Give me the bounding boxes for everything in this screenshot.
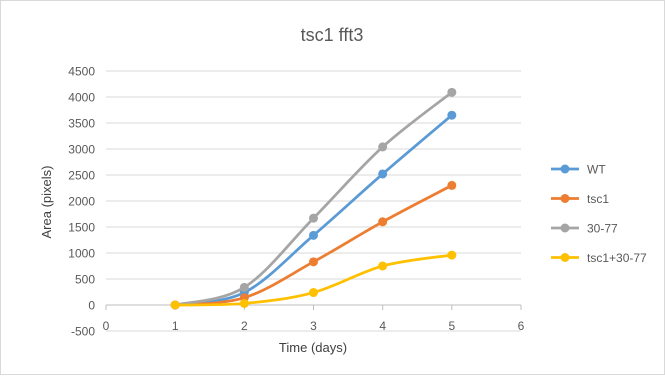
legend-label: WT bbox=[587, 163, 606, 177]
data-point bbox=[239, 282, 249, 292]
x-tick-label: 2 bbox=[241, 319, 248, 333]
data-point bbox=[309, 230, 318, 240]
x-tick-label: 0 bbox=[103, 319, 110, 333]
legend: WT tsc1 30-77 tsc1+30-77 bbox=[551, 163, 647, 265]
data-point bbox=[447, 180, 457, 190]
data-point bbox=[378, 169, 388, 179]
series-line bbox=[174, 114, 453, 307]
x-tick-label: 5 bbox=[448, 319, 455, 333]
data-point bbox=[170, 300, 180, 310]
y-tick-label: 2500 bbox=[68, 169, 95, 183]
legend-label: tsc1+30-77 bbox=[587, 251, 647, 265]
chart-title: tsc1 fft3 bbox=[301, 25, 364, 45]
y-tick-label: 1000 bbox=[68, 247, 95, 261]
series-line bbox=[174, 91, 453, 307]
legend-marker bbox=[560, 223, 570, 233]
data-point bbox=[447, 87, 457, 97]
x-tick-labels: 0 1 2 3 4 5 6 bbox=[103, 319, 525, 333]
y-tick-label: 3000 bbox=[68, 143, 95, 157]
y-tick-label: 500 bbox=[75, 273, 95, 287]
legend-marker bbox=[560, 194, 570, 203]
x-tick-label: 6 bbox=[518, 319, 525, 333]
y-tick-label: 3500 bbox=[68, 117, 95, 131]
series-wt bbox=[170, 110, 457, 310]
x-tick-label: 1 bbox=[172, 319, 179, 333]
y-tick-label: 1500 bbox=[68, 221, 95, 235]
x-axis-label: Time (days) bbox=[279, 340, 347, 355]
data-point bbox=[378, 261, 388, 271]
y-tick-labels: 4500 4000 3500 3000 2500 2000 1500 1000 500 0 -500 bbox=[68, 65, 95, 339]
y-tick-label: 4000 bbox=[68, 91, 95, 105]
legend-label: tsc1 bbox=[587, 192, 609, 206]
legend-item-30-77: 30-77 bbox=[551, 222, 618, 236]
legend-item-wt: WT bbox=[551, 163, 606, 177]
data-point bbox=[309, 257, 318, 267]
legend-label: 30-77 bbox=[587, 222, 618, 236]
x-tick-label: 3 bbox=[310, 319, 317, 333]
legend-item-tsc1-30-77: tsc1+30-77 bbox=[551, 251, 647, 265]
legend-marker bbox=[560, 253, 570, 262]
data-point bbox=[309, 213, 318, 223]
y-tick-label: -500 bbox=[71, 325, 95, 339]
data-point bbox=[447, 250, 457, 260]
y-tick-label: 2000 bbox=[68, 195, 95, 209]
y-tick-label: 0 bbox=[88, 299, 95, 313]
data-point bbox=[309, 288, 318, 298]
y-axis-label: Area (pixels) bbox=[39, 166, 54, 239]
series-line bbox=[175, 184, 453, 307]
series-lines bbox=[170, 87, 457, 310]
data-point bbox=[447, 110, 457, 120]
legend-item-tsc1: tsc1 bbox=[551, 192, 609, 206]
data-point bbox=[378, 142, 388, 152]
x-tick-label: 4 bbox=[379, 319, 386, 333]
data-point bbox=[378, 217, 388, 227]
series-30-77 bbox=[170, 87, 457, 310]
series-tsc1-30-77 bbox=[170, 250, 457, 310]
data-point bbox=[239, 298, 249, 308]
y-tick-label: 4500 bbox=[68, 65, 95, 79]
x-axis-line bbox=[105, 304, 522, 310]
legend-marker bbox=[560, 164, 570, 174]
